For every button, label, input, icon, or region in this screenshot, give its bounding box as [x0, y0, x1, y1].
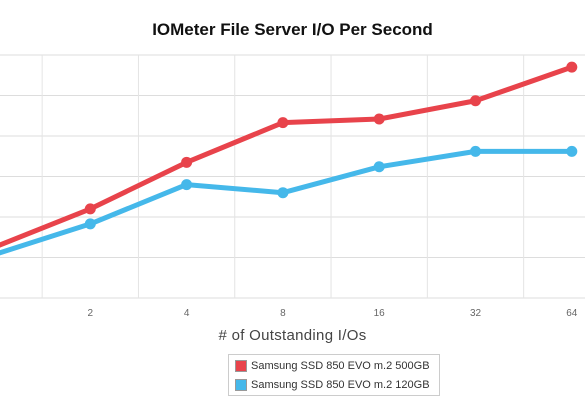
chart-title: IOMeter File Server I/O Per Second — [152, 20, 433, 39]
x-tick-labels: 2 4 8 16 32 64 — [88, 308, 578, 319]
data-point-s1-2[interactable] — [84, 218, 96, 230]
data-point-s1-32[interactable] — [470, 145, 481, 157]
x-tick-label-8: 8 — [280, 308, 286, 319]
legend-label-500gb: Samsung SSD 850 EVO m.2 500GB — [251, 359, 430, 372]
x-axis-title: # of Outstanding I/Os — [218, 327, 367, 344]
series-line-0 — [0, 64, 575, 248]
legend-item-120gb[interactable]: Samsung SSD 850 EVO m.2 120GB — [229, 376, 439, 393]
x-tick-label-32: 32 — [470, 308, 482, 319]
x-tick-label-64: 64 — [566, 308, 578, 319]
data-point-s0-32[interactable] — [470, 95, 481, 107]
data-point-s1-4[interactable] — [181, 179, 193, 191]
series-layer — [0, 61, 578, 256]
series-line-1 — [0, 148, 575, 256]
data-point-s1-16[interactable] — [373, 161, 385, 173]
x-tick-label-2: 2 — [88, 308, 94, 319]
data-point-s1-64[interactable] — [566, 145, 578, 157]
grid-layer — [0, 54, 585, 299]
data-point-s0-2[interactable] — [84, 203, 96, 215]
data-point-s0-64[interactable] — [566, 61, 578, 73]
data-point-s1-8[interactable] — [277, 187, 289, 199]
legend-item-500gb[interactable]: Samsung SSD 850 EVO m.2 500GB — [229, 357, 439, 374]
legend: Samsung SSD 850 EVO m.2 500GB Samsung SS… — [228, 354, 440, 396]
legend-label-120gb: Samsung SSD 850 EVO m.2 120GB — [251, 378, 430, 391]
legend-swatch-120gb — [235, 378, 247, 391]
data-point-s0-8[interactable] — [277, 117, 289, 129]
x-tick-label-4: 4 — [184, 308, 190, 319]
legend-swatch-500gb — [235, 359, 247, 372]
data-point-s0-4[interactable] — [181, 156, 193, 168]
x-tick-label-16: 16 — [374, 308, 386, 319]
data-point-s0-16[interactable] — [373, 113, 385, 125]
